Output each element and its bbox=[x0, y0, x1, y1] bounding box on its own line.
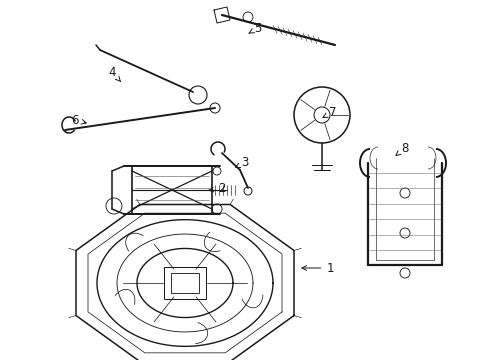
Text: 6: 6 bbox=[71, 113, 86, 126]
Text: 5: 5 bbox=[248, 22, 261, 35]
Text: 4: 4 bbox=[108, 66, 120, 81]
Bar bbox=[171, 273, 199, 293]
Text: 1: 1 bbox=[301, 261, 333, 274]
Text: 7: 7 bbox=[322, 105, 336, 118]
Text: 2: 2 bbox=[208, 181, 225, 194]
Bar bbox=[163, 267, 205, 299]
Text: 8: 8 bbox=[395, 141, 408, 156]
Text: 3: 3 bbox=[235, 157, 248, 170]
